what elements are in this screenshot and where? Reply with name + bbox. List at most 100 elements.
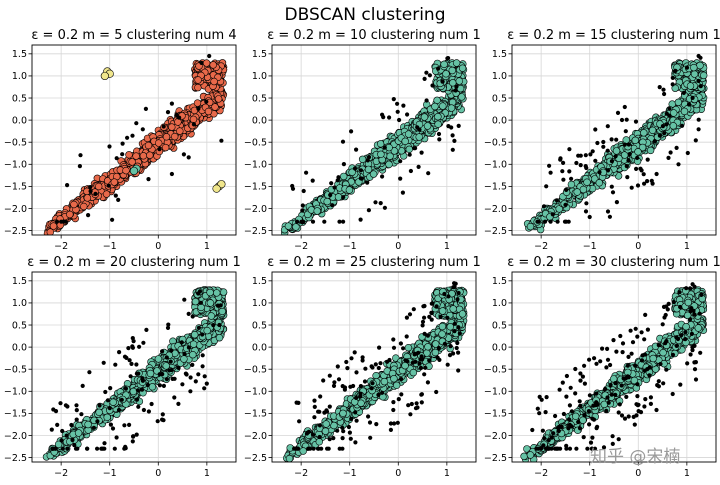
noise-point <box>200 332 205 337</box>
x-tick-label: −2 <box>54 468 68 479</box>
cluster-point <box>70 200 78 209</box>
cluster-point <box>595 179 603 187</box>
noise-point <box>450 147 455 152</box>
noise-point <box>125 135 130 140</box>
noise-point <box>168 359 173 364</box>
noise-point <box>544 184 549 189</box>
cluster-point <box>209 61 217 69</box>
noise-point <box>164 355 169 360</box>
noise-point <box>450 133 455 138</box>
cluster-point <box>66 210 74 219</box>
noise-point <box>626 158 631 163</box>
noise-point <box>685 150 690 156</box>
noise-point <box>186 155 191 160</box>
cluster-point <box>638 143 647 152</box>
noise-point <box>74 403 79 408</box>
noise-point <box>341 162 346 167</box>
subplot-5: ε = 0.2 m = 25 clustering num 1−2 −1 0 1−2.… <box>244 255 481 479</box>
noise-point <box>446 56 451 61</box>
x-tick-label: 0 <box>635 241 641 252</box>
noise-point <box>638 166 643 171</box>
x-tick-label: 0 <box>155 241 161 252</box>
noise-point <box>134 432 139 437</box>
noise-point <box>666 155 671 160</box>
noise-point <box>645 179 650 184</box>
noise-point <box>215 303 220 308</box>
x-tick-label: 1 <box>204 241 210 252</box>
noise-point <box>149 401 154 407</box>
x-tick-label: 1 <box>444 241 450 252</box>
subplot-1: ε = 0.2 m = 5 clustering num 4−2 −1 0 1−2.5… <box>4 28 237 252</box>
noise-point <box>605 148 610 153</box>
noise-point <box>112 446 117 451</box>
y-tick-label: 1.0 <box>492 71 507 82</box>
noise-point <box>673 68 678 73</box>
noise-point <box>619 117 625 123</box>
noise-point <box>583 209 589 214</box>
noise-point <box>555 219 560 224</box>
cluster-point <box>434 112 442 121</box>
cluster-point <box>579 185 588 194</box>
noise-point <box>605 168 611 173</box>
y-tick-label: −2.0 <box>4 431 27 442</box>
noise-point <box>207 53 212 59</box>
noise-point <box>113 362 118 367</box>
noise-point <box>161 383 166 388</box>
x-tick-label: −1 <box>583 241 597 252</box>
cluster-point <box>526 222 535 231</box>
noise-point <box>176 365 181 370</box>
cluster-point <box>334 193 343 201</box>
noise-point <box>583 164 588 169</box>
noise-point <box>419 150 424 155</box>
noise-point <box>332 185 337 190</box>
noise-point <box>146 409 151 414</box>
cluster-point <box>397 147 406 155</box>
axes-frame <box>271 44 477 236</box>
cluster-point <box>218 307 227 316</box>
cluster-point <box>74 429 83 437</box>
noise-point <box>358 217 363 222</box>
cluster-point <box>83 194 92 202</box>
noise-point <box>169 171 174 177</box>
cluster-point <box>377 150 385 159</box>
noise-point <box>635 183 641 188</box>
noise-point <box>609 137 614 142</box>
noise-point <box>58 401 63 406</box>
noise-point <box>95 446 100 451</box>
noise-point <box>145 382 150 388</box>
noise-point <box>365 158 370 163</box>
noise-point <box>108 386 113 391</box>
cluster-point <box>669 122 677 130</box>
noise-point <box>181 152 186 157</box>
noise-point <box>166 322 171 327</box>
noise-point <box>219 138 224 143</box>
noise-point <box>72 443 77 448</box>
cluster-point <box>686 82 695 90</box>
cluster-point <box>612 147 621 155</box>
cluster-point <box>80 202 88 211</box>
noise-point <box>609 184 614 189</box>
noise-point <box>137 344 142 349</box>
y-tick-label: 1.5 <box>252 49 267 60</box>
noise-point <box>155 419 160 424</box>
cluster-point <box>292 223 300 231</box>
noise-point <box>398 159 403 164</box>
noise-point <box>661 87 666 92</box>
cluster-point <box>358 155 367 164</box>
cluster-point <box>423 122 432 130</box>
noise-point <box>657 85 662 90</box>
cluster-point <box>622 136 630 144</box>
noise-point <box>436 131 442 137</box>
y-tick-label: 1.0 <box>12 298 27 309</box>
noise-point <box>422 76 427 81</box>
cluster-point <box>214 95 223 103</box>
axes-frame <box>511 44 717 236</box>
noise-point <box>136 371 141 376</box>
noise-point <box>588 152 593 157</box>
cluster-point <box>162 133 171 141</box>
noise-point <box>174 112 179 118</box>
noise-point <box>595 140 600 146</box>
y-tick-label: −2.5 <box>484 226 507 237</box>
scatter-points <box>42 286 228 461</box>
noise-point <box>310 219 316 224</box>
